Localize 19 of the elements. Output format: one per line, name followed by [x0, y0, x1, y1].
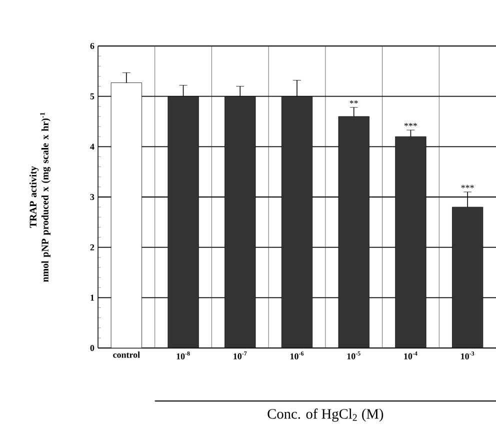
- y-tick-label: 5: [90, 93, 94, 100]
- y-tick-label: 6: [90, 42, 94, 50]
- y-tick-label: 2: [90, 244, 94, 250]
- x-tick-label: control: [113, 352, 140, 358]
- y-tick-label: 4: [90, 144, 94, 150]
- y-axis-title: TRAP activity nmol pNP produced x (mg scale x hr)$^{-1}$: [29, 112, 51, 282]
- x-tick-label: 10$^{-5}$: [347, 352, 360, 360]
- x-tick-label: 10$^{-7}$: [234, 352, 247, 360]
- y-tick-label: 0: [90, 344, 94, 352]
- y-tick-label: 1: [90, 294, 94, 301]
- annotation: ***: [461, 184, 474, 188]
- x-axis-title: Conc. of HgCl$_{2}$ (M): [268, 408, 384, 422]
- x-tick-label: 10$^{-8}$: [176, 352, 190, 360]
- x-tick-label: 10$^{-4}$: [404, 352, 418, 360]
- annotation: **: [350, 100, 358, 104]
- annotation: ***: [404, 122, 418, 126]
- x-tick-label: 10$^{-3}$: [461, 352, 474, 360]
- x-tick-label: 10$^{-6}$: [290, 352, 304, 360]
- y-tick-label: 3: [90, 194, 94, 200]
